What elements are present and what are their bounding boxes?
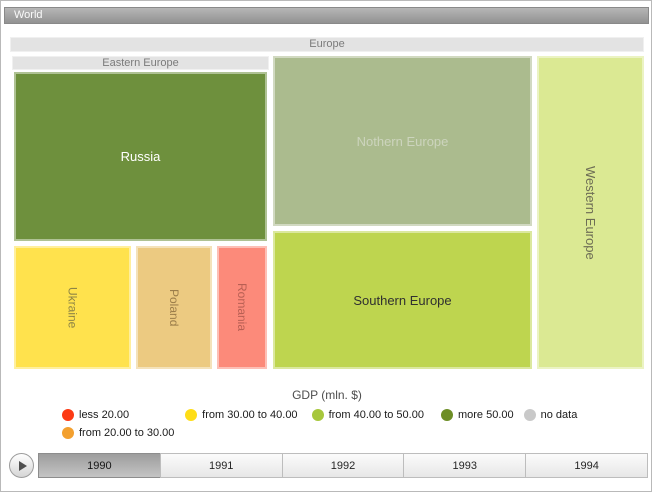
timeline-year-selector: 1990 1991 1992 1993 1994: [38, 453, 648, 478]
year-button-1993[interactable]: 1993: [403, 453, 527, 478]
treemap-node-romania[interactable]: Romania: [217, 246, 267, 369]
treemap-node-russia[interactable]: Russia: [14, 72, 267, 241]
group-header-eastern-europe[interactable]: Eastern Europe: [12, 56, 269, 70]
legend-swatch-yellow-icon: [185, 409, 198, 421]
treemap-node-southern-europe[interactable]: Southern Europe: [273, 231, 532, 369]
year-button-1990[interactable]: 1990: [38, 453, 161, 478]
legend-item-40-to-50[interactable]: from 40.00 to 50.00: [311, 409, 424, 421]
legend-title: GDP (mln. $): [292, 388, 362, 402]
legend-item-more-50[interactable]: more 50.00: [440, 409, 514, 421]
legend-row-2: from 20.00 to 30.00: [62, 425, 174, 441]
group-header-europe[interactable]: Europe: [10, 37, 644, 52]
legend-swatch-dark-green-icon: [440, 409, 453, 421]
legend-label: from 40.00 to 50.00: [328, 409, 424, 421]
legend-label: less 20.00: [79, 409, 130, 421]
legend-swatch-yellow-green-icon: [311, 409, 324, 421]
year-button-1994[interactable]: 1994: [525, 453, 648, 478]
legend-item-less-20[interactable]: less 20.00: [62, 409, 129, 421]
year-button-1991[interactable]: 1991: [159, 453, 283, 478]
legend-label: more 50.00: [457, 409, 514, 421]
node-label-russia: Russia: [120, 149, 161, 164]
node-label-southern-europe: Southern Europe: [353, 292, 452, 308]
legend-item-20-to-30[interactable]: from 20.00 to 30.00: [62, 427, 174, 439]
play-icon: [18, 460, 27, 471]
legend-item-30-to-40[interactable]: from 30.00 to 40.00: [185, 409, 298, 421]
legend-label: no data: [540, 409, 578, 421]
node-label-romania: Romania: [235, 283, 249, 332]
node-label-poland: Poland: [167, 288, 181, 327]
legend-swatch-gray-icon: [523, 409, 536, 421]
play-button[interactable]: [9, 453, 34, 478]
node-label-ukraine: Ukraine: [65, 286, 80, 329]
legend-row-1: less 20.00 from 30.00 to 40.00 from 40.0…: [62, 407, 577, 423]
node-label-northern-europe: Nothern Europe: [356, 133, 449, 149]
legend-swatch-orange-icon: [62, 427, 74, 439]
breadcrumb-world-label: World: [14, 9, 43, 21]
treemap-node-poland[interactable]: Poland: [136, 246, 212, 369]
year-button-1992[interactable]: 1992: [281, 453, 405, 478]
treemap-node-northern-europe[interactable]: Nothern Europe: [273, 56, 532, 226]
breadcrumb-world-bar[interactable]: World: [4, 7, 649, 24]
node-label-western-europe: Western Europe: [583, 165, 598, 260]
treemap-node-ukraine[interactable]: Ukraine: [14, 246, 131, 369]
legend-label: from 30.00 to 40.00: [202, 409, 298, 421]
legend-swatch-red-icon: [62, 409, 74, 421]
treemap-node-western-europe[interactable]: Western Europe: [537, 56, 644, 369]
legend-item-no-data[interactable]: no data: [523, 409, 578, 421]
legend-label: from 20.00 to 30.00: [79, 427, 175, 439]
